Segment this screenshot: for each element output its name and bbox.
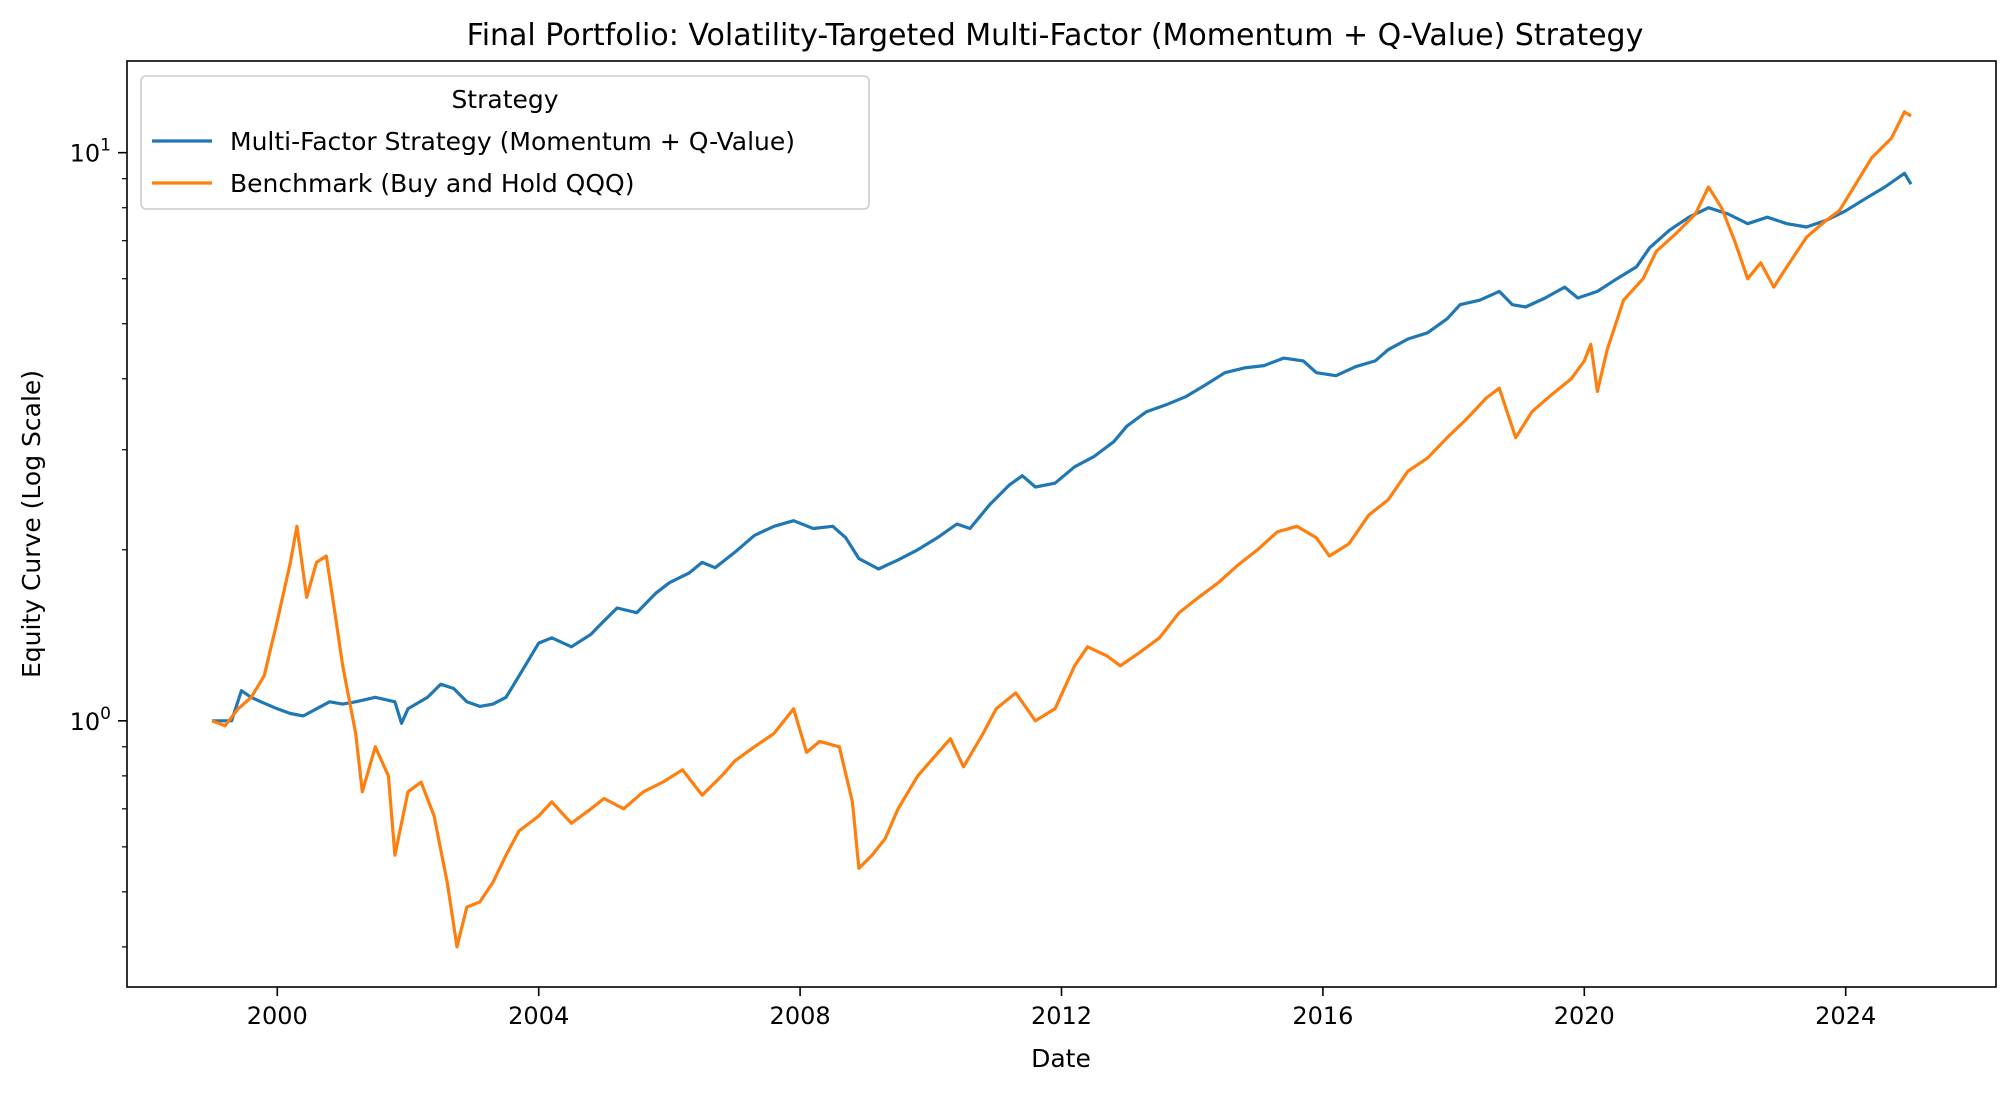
x-tick-label: 2004 — [508, 1002, 569, 1030]
series-layer — [211, 110, 1913, 949]
x-tick-label: 2016 — [1292, 1002, 1353, 1030]
y-axis-label: Equity Curve (Log Scale) — [17, 370, 46, 678]
x-tick-label: 2020 — [1554, 1002, 1615, 1030]
x-tick-label: 2000 — [247, 1002, 308, 1030]
x-axis-ticks: 2000 2004 2008 2012 2016 2020 2024 — [247, 987, 1876, 1030]
y-tick-label: 101 — [70, 136, 111, 168]
legend-label-benchmark: Benchmark (Buy and Hold QQQ) — [230, 169, 634, 198]
series-line-benchmark — [211, 110, 1912, 949]
chart-title: Final Portfolio: Volatility-Targeted Mul… — [467, 18, 1644, 53]
y-axis-ticks: 100 101 — [70, 136, 127, 948]
legend-box — [140, 75, 870, 210]
x-tick-label: 2012 — [1031, 1002, 1092, 1030]
x-tick-label: 2008 — [770, 1002, 831, 1030]
series-line-strategy — [212, 171, 1913, 725]
y-tick-label: 100 — [70, 704, 111, 736]
legend-label-strategy: Multi-Factor Strategy (Momentum + Q-Valu… — [230, 127, 795, 156]
legend: Strategy Multi-Factor Strategy (Momentum… — [140, 75, 870, 210]
x-tick-label: 2024 — [1815, 1002, 1876, 1030]
x-axis-label: Date — [1031, 1044, 1091, 1073]
legend-title: Strategy — [451, 85, 558, 114]
